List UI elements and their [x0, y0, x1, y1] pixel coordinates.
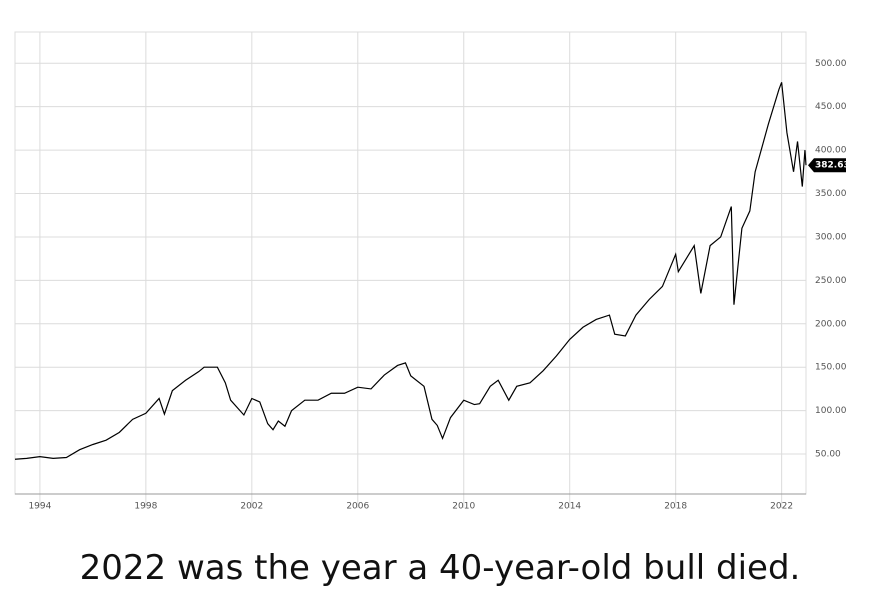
y-tick-label: 450.00 — [815, 102, 847, 112]
x-tick-label: 2006 — [346, 502, 369, 512]
y-tick-label: 350.00 — [815, 189, 847, 199]
price-line — [14, 82, 807, 460]
y-tick-label: 250.00 — [815, 276, 847, 286]
y-tick-label: 200.00 — [815, 319, 847, 329]
y-tick-label: 150.00 — [815, 363, 847, 373]
y-tick-label: 300.00 — [815, 232, 847, 242]
x-tick-label: 1994 — [28, 502, 51, 512]
plot-frame — [14, 31, 807, 495]
x-tick-label: 2014 — [558, 502, 581, 512]
caption: 2022 was the year a 40-year-old bull die… — [79, 548, 801, 588]
x-tick-label: 1998 — [134, 502, 157, 512]
y-tick-label: 50.00 — [815, 450, 841, 460]
x-tick-label: 2018 — [664, 502, 687, 512]
x-tick-label: 2002 — [240, 502, 263, 512]
y-tick-label: 400.00 — [815, 146, 847, 156]
y-tick-label: 100.00 — [815, 406, 847, 416]
last-price-box — [808, 158, 846, 173]
y-tick-label: 500.00 — [815, 59, 847, 69]
chart: 50.00 100.00 150.00 200.00 250.00 300.00 350.0… — [14, 31, 850, 512]
x-tick-label: 2022 — [770, 502, 793, 512]
last-price-label: 382.63 — [815, 161, 850, 171]
x-tick-label: 2010 — [452, 502, 475, 512]
